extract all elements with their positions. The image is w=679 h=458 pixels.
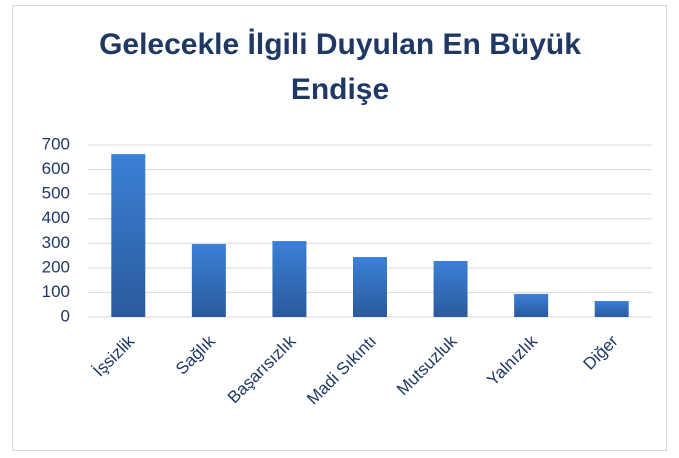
y-tick-label: 700	[42, 134, 70, 153]
y-tick-label: 100	[42, 282, 70, 301]
y-tick-label: 300	[42, 233, 70, 252]
chart-frame	[12, 5, 667, 451]
bar	[514, 293, 549, 317]
x-tick-label: Yalnızlık	[483, 331, 541, 389]
x-tick-label: Madi Sıkıntı	[303, 332, 380, 409]
y-tick-label: 600	[42, 159, 70, 178]
x-tick-label: Sağlık	[172, 331, 219, 378]
y-tick-label: 500	[42, 184, 70, 203]
bar	[272, 241, 307, 317]
y-tick-label: 400	[42, 208, 70, 227]
bar	[353, 257, 387, 317]
bar	[111, 154, 146, 317]
chart-title: Gelecekle İlgili Duyulan En Büyük Endişe	[99, 28, 581, 106]
x-tick-label: Başarısızlık	[224, 331, 300, 407]
bar	[594, 301, 629, 317]
x-tick-label: Diğer	[580, 331, 622, 373]
bar	[433, 260, 468, 317]
y-tick-label: 200	[42, 257, 70, 276]
bar	[191, 244, 226, 317]
y-tick-label: 0	[61, 306, 70, 325]
x-tick-label: Mutsuzluk	[393, 331, 461, 399]
x-tick-label: İşsizlik	[89, 331, 138, 380]
